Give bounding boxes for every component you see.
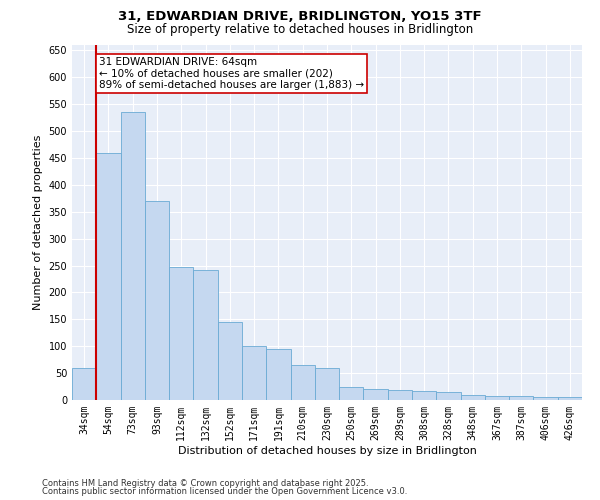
- Bar: [290, 365, 315, 400]
- Bar: [388, 390, 412, 400]
- Text: 31 EDWARDIAN DRIVE: 64sqm
← 10% of detached houses are smaller (202)
89% of semi: 31 EDWARDIAN DRIVE: 64sqm ← 10% of detac…: [99, 57, 364, 90]
- Bar: [558, 398, 582, 400]
- Bar: [96, 152, 121, 400]
- Bar: [509, 396, 533, 400]
- Bar: [315, 368, 339, 400]
- Bar: [339, 386, 364, 400]
- Text: Size of property relative to detached houses in Bridlington: Size of property relative to detached ho…: [127, 22, 473, 36]
- Bar: [364, 389, 388, 400]
- Bar: [266, 349, 290, 400]
- Bar: [121, 112, 145, 400]
- Bar: [72, 368, 96, 400]
- X-axis label: Distribution of detached houses by size in Bridlington: Distribution of detached houses by size …: [178, 446, 476, 456]
- Bar: [533, 397, 558, 400]
- Bar: [145, 201, 169, 400]
- Text: Contains public sector information licensed under the Open Government Licence v3: Contains public sector information licen…: [42, 487, 407, 496]
- Bar: [242, 346, 266, 400]
- Bar: [485, 396, 509, 400]
- Text: Contains HM Land Registry data © Crown copyright and database right 2025.: Contains HM Land Registry data © Crown c…: [42, 478, 368, 488]
- Bar: [436, 392, 461, 400]
- Text: 31, EDWARDIAN DRIVE, BRIDLINGTON, YO15 3TF: 31, EDWARDIAN DRIVE, BRIDLINGTON, YO15 3…: [118, 10, 482, 23]
- Bar: [193, 270, 218, 400]
- Bar: [218, 322, 242, 400]
- Bar: [169, 266, 193, 400]
- Bar: [461, 394, 485, 400]
- Y-axis label: Number of detached properties: Number of detached properties: [33, 135, 43, 310]
- Bar: [412, 392, 436, 400]
